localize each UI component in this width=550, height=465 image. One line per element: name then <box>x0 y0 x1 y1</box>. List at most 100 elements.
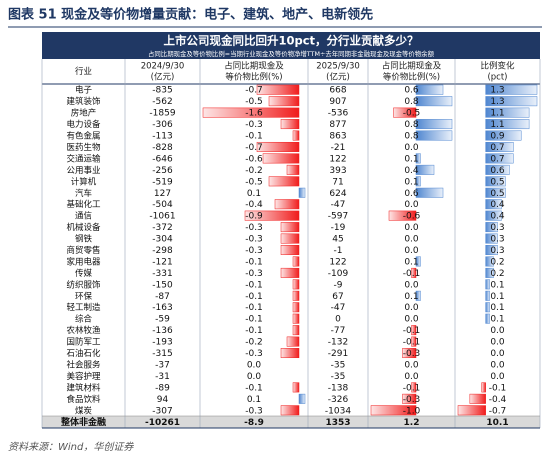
column-header: (pct) <box>487 73 507 83</box>
total-row-bg <box>42 416 540 428</box>
cell-value: -193 <box>152 338 172 348</box>
cell-value: -304 <box>152 235 173 245</box>
data-bar <box>485 302 490 313</box>
cell-value: -828 <box>152 143 173 153</box>
data-bar <box>485 130 522 141</box>
data-bar <box>256 84 300 95</box>
source: 资料来源：Wind，华创证券 <box>8 441 134 453</box>
industry: 商贸零售 <box>66 245 100 256</box>
industry: 通信 <box>75 211 93 222</box>
data-bar <box>262 153 300 164</box>
data-bar <box>485 279 490 290</box>
cell-value: 94 <box>157 395 169 405</box>
industry: 计算机 <box>71 176 97 187</box>
data-bar <box>485 267 494 278</box>
data-bar <box>286 336 300 347</box>
cell-value: 0.9 <box>490 132 505 142</box>
total-cell: 1353 <box>325 418 350 428</box>
cell-value: -47 <box>331 303 346 313</box>
data-bar <box>485 164 510 175</box>
cell-value: 0.0 <box>490 338 505 348</box>
cell-value: -519 <box>152 177 173 187</box>
industry: 汽车 <box>75 188 92 199</box>
total-cell: -10261 <box>145 418 180 428</box>
data-bar <box>485 107 530 118</box>
cell-value: 0.1 <box>490 303 504 313</box>
cell-value: 0.7 <box>490 143 504 153</box>
industry: 传媒 <box>75 268 93 279</box>
cell-value: 0.4 <box>404 166 419 176</box>
cell-value: 1.1 <box>490 109 504 119</box>
cell-value: -9 <box>334 280 343 290</box>
cell-value: 0.1 <box>490 315 504 325</box>
data-bar <box>256 141 300 152</box>
column-header: 2025/9/30 <box>316 62 360 72</box>
data-bar <box>370 405 417 416</box>
data-bar <box>415 84 444 95</box>
cell-value: -0.7 <box>245 143 263 153</box>
data-bar <box>280 267 300 278</box>
data-bar <box>280 348 300 359</box>
cell-value: -331 <box>152 269 172 279</box>
data-bar <box>485 187 506 198</box>
data-bar <box>292 325 300 336</box>
cell-value: -0.4 <box>489 395 507 405</box>
cell-value: 877 <box>329 120 346 130</box>
data-bar <box>402 348 417 359</box>
cell-value: -89 <box>155 383 170 393</box>
cell-value: 0.0 <box>404 315 419 325</box>
cell-value: -306 <box>152 120 173 130</box>
cell-value: 0.7 <box>490 154 504 164</box>
cell-value: 0.8 <box>404 97 419 107</box>
data-bar <box>485 222 498 233</box>
industry: 农林牧渔 <box>66 325 101 336</box>
industry: 环保 <box>75 291 93 302</box>
cell-value: 0.4 <box>490 212 505 222</box>
total-cell: 10.1 <box>486 418 508 428</box>
cell-value: 0.1 <box>404 154 418 164</box>
cell-value: -536 <box>328 109 349 119</box>
column-header: 比例变化 <box>480 61 515 72</box>
cell-value: 863 <box>329 132 346 142</box>
cell-value: 0.0 <box>490 326 505 336</box>
cell-value: 0.5 <box>490 189 504 199</box>
industry: 煤炭 <box>75 405 93 416</box>
industry: 美容护理 <box>66 371 101 382</box>
cell-value: 0.0 <box>404 372 419 382</box>
cell-value: -47 <box>331 200 346 210</box>
data-bar <box>485 153 514 164</box>
industry: 建筑装饰 <box>66 96 101 107</box>
data-bar <box>202 107 300 118</box>
column-header: (亿元) <box>151 72 175 83</box>
data-bar <box>411 325 417 336</box>
cell-value: 0.8 <box>404 120 419 130</box>
cell-value: -37 <box>155 360 170 370</box>
industry: 家用电器 <box>66 256 101 267</box>
cell-value: 624 <box>329 189 346 199</box>
data-bar <box>415 187 444 198</box>
cell-value: -1034 <box>325 406 351 416</box>
industry: 房地产 <box>71 108 97 119</box>
data-bar <box>485 210 502 221</box>
data-bar <box>485 199 502 210</box>
cell-value: -21 <box>331 143 346 153</box>
cell-value: 0.1 <box>404 177 418 187</box>
data-bar <box>286 164 300 175</box>
cell-value: -0.1 <box>245 303 263 313</box>
cell-value: 0.8 <box>404 132 419 142</box>
cell-value: -132 <box>328 338 348 348</box>
industry: 基础化工 <box>66 199 101 210</box>
column-header: 占同比期现金及 <box>382 61 442 72</box>
cell-value: 1.3 <box>490 86 504 96</box>
industry: 纺织服饰 <box>66 279 101 290</box>
cell-value: 0.1 <box>247 395 261 405</box>
cell-value: 0.0 <box>490 349 505 359</box>
cell-value: -0.4 <box>245 200 263 210</box>
cell-value: -597 <box>328 212 348 222</box>
cell-value: 0.1 <box>247 189 261 199</box>
data-bar <box>411 382 417 393</box>
cell-value: -1.6 <box>245 109 263 119</box>
industry: 钢铁 <box>75 234 93 245</box>
data-bar <box>388 210 417 221</box>
cell-value: -291 <box>328 349 348 359</box>
